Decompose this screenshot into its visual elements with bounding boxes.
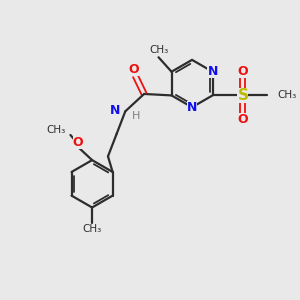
Text: CH₃: CH₃ [149, 45, 168, 55]
Text: CH₃: CH₃ [47, 125, 66, 135]
Text: O: O [129, 63, 139, 76]
Text: O: O [238, 113, 248, 126]
Text: N: N [110, 104, 120, 117]
Text: N: N [207, 65, 218, 78]
Text: N: N [187, 101, 197, 114]
Text: H: H [132, 112, 140, 122]
Text: S: S [237, 88, 248, 103]
Text: O: O [238, 64, 248, 78]
Text: CH₃: CH₃ [278, 90, 297, 100]
Text: CH₃: CH₃ [82, 224, 102, 234]
Text: O: O [73, 136, 83, 149]
